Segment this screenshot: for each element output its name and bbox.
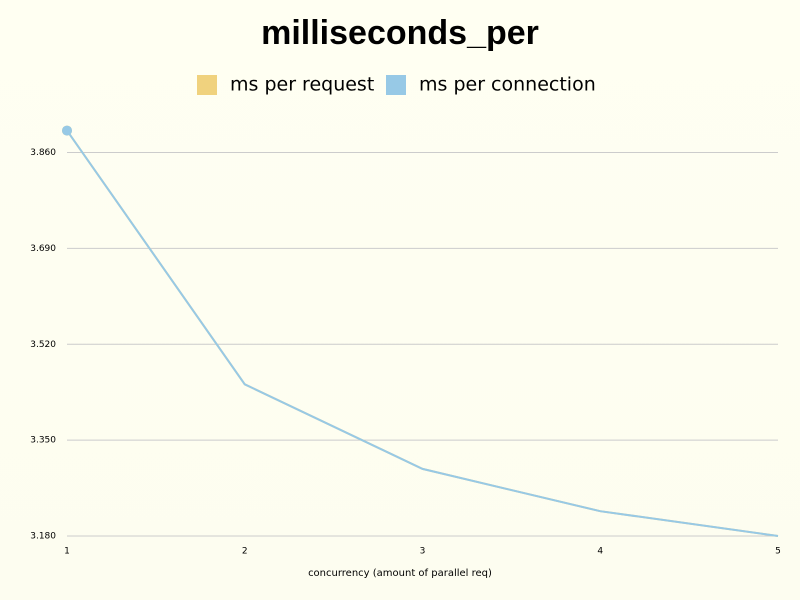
legend-swatch xyxy=(197,75,217,95)
x-tick-label: 2 xyxy=(242,547,248,557)
legend-label: ms per connection xyxy=(419,74,596,96)
point xyxy=(62,125,72,136)
y-tick-label: 3.690 xyxy=(30,244,56,254)
x-tick-label: 5 xyxy=(775,547,781,557)
legend-swatch xyxy=(386,75,406,95)
y-tick-label: 3.860 xyxy=(30,148,56,158)
x-tick-label: 4 xyxy=(597,547,603,557)
x-tick-label: 1 xyxy=(64,547,70,557)
line xyxy=(66,129,779,537)
legend-label: ms per request xyxy=(230,74,374,96)
x-axis-label: concurrency (amount of parallel req) xyxy=(308,568,492,579)
y-tick-label: 3.180 xyxy=(30,532,56,542)
x-tick-label: 3 xyxy=(420,547,426,557)
chart-title: milliseconds_per xyxy=(261,14,539,52)
y-tick-label: 3.520 xyxy=(30,340,56,350)
y-tick-label: 3.350 xyxy=(30,436,56,446)
